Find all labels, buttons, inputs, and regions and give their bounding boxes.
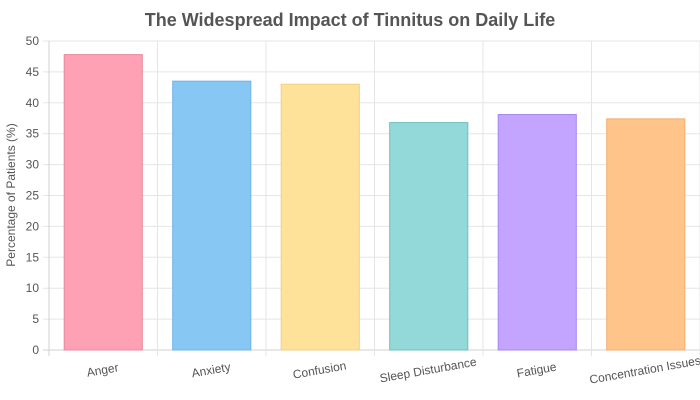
y-tick-label: 25 <box>26 189 40 203</box>
y-axis-label: Percentage of Patients (%) <box>4 123 18 266</box>
y-tick-label: 50 <box>26 34 40 48</box>
bar-layer <box>63 54 686 351</box>
bar-concentration-issues <box>606 118 686 351</box>
x-tick-label: Anxiety <box>190 360 231 381</box>
y-tick-label: 15 <box>26 250 40 264</box>
y-tick-label: 10 <box>26 281 40 295</box>
y-tick-label: 35 <box>26 127 40 141</box>
bar-anxiety <box>172 80 252 351</box>
y-tick-label: 30 <box>26 158 40 172</box>
x-tick-label: Sleep Disturbance <box>379 355 478 386</box>
y-tick-label: 0 <box>32 343 39 357</box>
y-tick-label: 40 <box>26 96 40 110</box>
y-tick-label: 5 <box>32 312 39 326</box>
grid-layer <box>43 40 700 356</box>
chart-title: The Widespread Impact of Tinnitus on Dai… <box>145 10 556 30</box>
bar-sleep-disturbance <box>389 122 469 351</box>
bar-confusion <box>280 83 360 351</box>
bar-anger <box>63 54 143 351</box>
y-tick-label: 20 <box>26 219 40 233</box>
x-tick-label: Anger <box>86 360 120 379</box>
bar-fatigue <box>497 114 577 351</box>
x-tick-label: Confusion <box>292 358 348 381</box>
y-tick-label: 45 <box>26 65 40 79</box>
x-tick-label: Concentration Issues <box>588 353 700 386</box>
x-tick-label: Fatigue <box>516 360 558 381</box>
